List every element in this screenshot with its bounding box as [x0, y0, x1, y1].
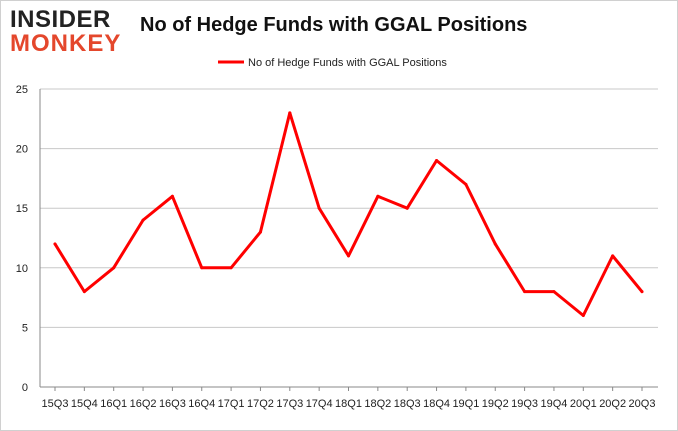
- x-tick-label-19Q3: 19Q3: [511, 398, 538, 410]
- logo-text-top: INSIDER: [10, 6, 111, 33]
- data-point-20Q1: [581, 313, 585, 317]
- x-tick-label-16Q2: 16Q2: [130, 398, 157, 410]
- x-tick-label-20Q1: 20Q1: [570, 398, 597, 410]
- data-point-17Q3: [288, 111, 292, 115]
- data-point-16Q3: [170, 194, 174, 198]
- x-tick-label-17Q4: 17Q4: [306, 398, 333, 410]
- x-tick-label-18Q4: 18Q4: [423, 398, 450, 410]
- x-tick-label-18Q1: 18Q1: [335, 398, 362, 410]
- data-point-15Q3: [53, 242, 57, 246]
- data-point-19Q4: [552, 290, 556, 294]
- x-tick-label-19Q4: 19Q4: [540, 398, 567, 410]
- data-point-19Q1: [464, 182, 468, 186]
- x-tick-label-16Q4: 16Q4: [188, 398, 215, 410]
- x-tick-label-16Q1: 16Q1: [100, 398, 127, 410]
- x-tick-label-16Q3: 16Q3: [159, 398, 186, 410]
- data-point-18Q1: [347, 254, 350, 258]
- x-tick-label-20Q2: 20Q2: [599, 398, 626, 410]
- data-point-17Q1: [229, 266, 233, 270]
- data-point-18Q4: [435, 159, 439, 163]
- x-tick-label-17Q3: 17Q3: [276, 398, 303, 410]
- data-point-17Q4: [317, 206, 321, 210]
- x-tick-label-19Q2: 19Q2: [482, 398, 509, 410]
- data-point-19Q2: [493, 242, 497, 246]
- x-tick-label-18Q3: 18Q3: [394, 398, 421, 410]
- y-tick-label-20: 20: [16, 144, 28, 156]
- data-point-15Q4: [82, 290, 86, 294]
- y-tick-label-0: 0: [22, 382, 28, 394]
- y-tick-label-15: 15: [16, 203, 28, 215]
- chart-title: No of Hedge Funds with GGAL Positions: [140, 14, 528, 36]
- data-point-16Q2: [141, 218, 145, 222]
- x-tick-label-15Q4: 15Q4: [71, 398, 98, 410]
- series-line-0: [53, 111, 644, 317]
- y-tick-label-25: 25: [16, 84, 28, 96]
- x-tick-label-17Q1: 17Q1: [218, 398, 245, 410]
- data-point-20Q3: [640, 290, 644, 294]
- insider-monkey-logo: INSIDER MONKEY: [10, 8, 128, 58]
- x-tick-label-17Q2: 17Q2: [247, 398, 274, 410]
- data-point-16Q1: [112, 266, 116, 270]
- x-tick-label-18Q2: 18Q2: [364, 398, 391, 410]
- data-point-20Q2: [611, 254, 615, 258]
- x-tick-label-19Q1: 19Q1: [452, 398, 479, 410]
- data-point-18Q2: [376, 194, 380, 198]
- x-tick-label-20Q3: 20Q3: [629, 398, 656, 410]
- data-point-19Q3: [523, 290, 527, 294]
- logo-text-bottom: MONKEY: [10, 30, 122, 57]
- data-point-18Q3: [405, 206, 409, 210]
- legend-label: No of Hedge Funds with GGAL Positions: [248, 57, 447, 69]
- y-tick-label-5: 5: [22, 322, 28, 334]
- data-point-16Q4: [200, 266, 204, 270]
- x-tick-label-15Q3: 15Q3: [42, 398, 69, 410]
- data-point-17Q2: [258, 230, 262, 234]
- y-tick-label-10: 10: [16, 263, 28, 275]
